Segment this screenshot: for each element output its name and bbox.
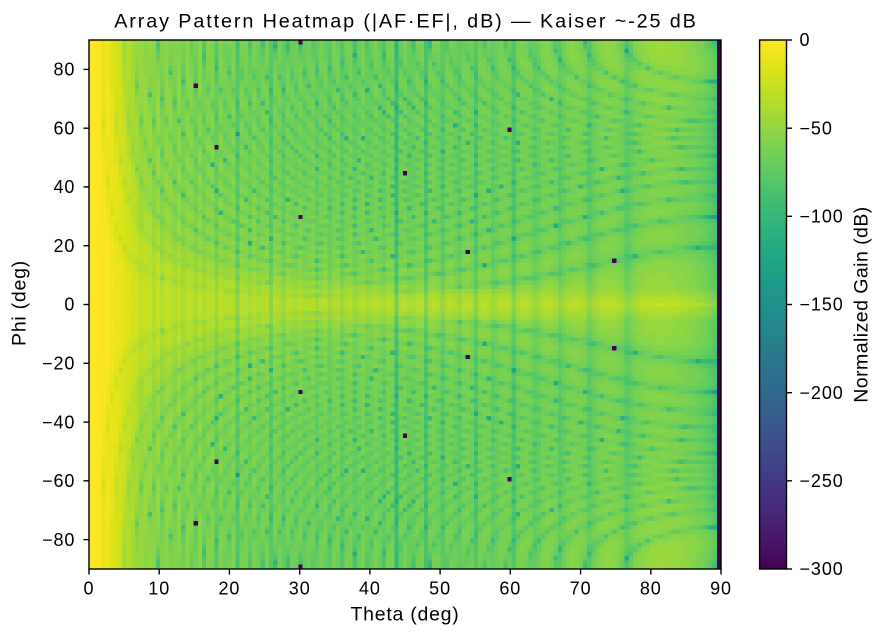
svg-text:Normalized Gain (dB): Normalized Gain (dB) — [851, 206, 873, 402]
svg-text:60: 60 — [499, 579, 521, 599]
svg-text:Phi (deg): Phi (deg) — [9, 260, 31, 346]
svg-text:80: 80 — [640, 579, 662, 599]
svg-text:60: 60 — [53, 118, 75, 138]
svg-text:Theta (deg): Theta (deg) — [350, 604, 459, 626]
svg-text:0: 0 — [800, 30, 811, 50]
svg-text:40: 40 — [53, 177, 75, 197]
svg-text:−60: −60 — [42, 471, 75, 491]
svg-text:30: 30 — [289, 579, 311, 599]
svg-text:−40: −40 — [42, 412, 75, 432]
svg-text:20: 20 — [218, 579, 240, 599]
svg-text:−150: −150 — [800, 295, 844, 315]
svg-text:20: 20 — [53, 236, 75, 256]
svg-text:−200: −200 — [800, 383, 844, 403]
svg-text:−80: −80 — [42, 530, 75, 550]
svg-text:70: 70 — [570, 579, 592, 599]
svg-text:−100: −100 — [800, 207, 844, 227]
svg-text:−50: −50 — [800, 118, 833, 138]
svg-text:0: 0 — [84, 579, 95, 599]
svg-text:−300: −300 — [800, 559, 844, 579]
svg-text:−250: −250 — [800, 471, 844, 491]
svg-text:−20: −20 — [42, 354, 75, 374]
svg-text:0: 0 — [64, 295, 75, 315]
svg-text:90: 90 — [710, 579, 732, 599]
svg-text:Array Pattern Heatmap (|AF·EF|: Array Pattern Heatmap (|AF·EF|, dB) — Ka… — [114, 11, 698, 33]
svg-text:10: 10 — [148, 579, 170, 599]
svg-text:40: 40 — [359, 579, 381, 599]
svg-text:50: 50 — [429, 579, 451, 599]
svg-text:80: 80 — [53, 60, 75, 80]
